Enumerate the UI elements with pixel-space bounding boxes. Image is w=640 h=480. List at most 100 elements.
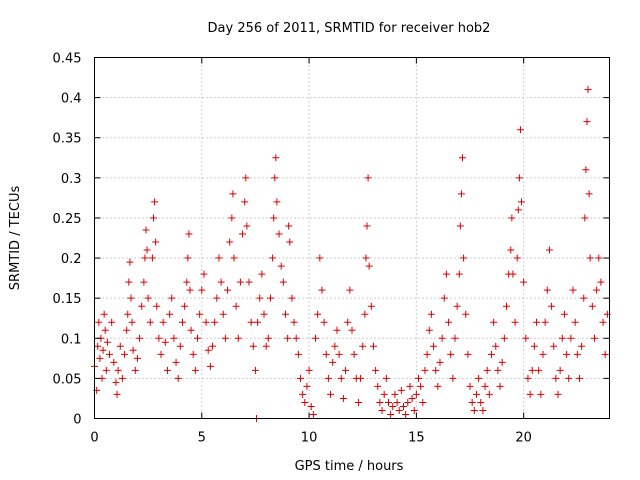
data-point <box>490 318 498 326</box>
data-point <box>144 294 152 302</box>
data-point <box>271 174 279 182</box>
data-point <box>288 294 296 302</box>
data-point <box>545 246 553 254</box>
data-point <box>118 374 126 382</box>
data-point <box>142 226 150 234</box>
data-point <box>224 286 232 294</box>
data-point <box>270 214 278 222</box>
data-point <box>361 310 369 318</box>
data-point <box>466 382 474 390</box>
data-point <box>588 302 596 310</box>
data-point <box>232 302 240 310</box>
data-point <box>402 410 410 418</box>
data-point <box>123 326 131 334</box>
data-point <box>584 86 592 94</box>
data-point <box>395 406 403 414</box>
data-point <box>585 190 593 198</box>
data-point <box>472 390 480 398</box>
data-point <box>346 286 354 294</box>
y-tick-label: 0.25 <box>53 212 82 227</box>
data-point <box>191 366 199 374</box>
data-point <box>432 366 440 374</box>
data-point <box>560 310 568 318</box>
data-point <box>229 190 237 198</box>
data-point <box>586 254 594 262</box>
x-tick-label: 10 <box>301 431 318 446</box>
data-point <box>292 334 300 342</box>
y-tick-label: 0.1 <box>61 332 82 347</box>
data-point <box>468 398 476 406</box>
data-point <box>256 294 264 302</box>
data-point <box>565 374 573 382</box>
data-point <box>184 254 192 262</box>
data-point <box>124 310 132 318</box>
data-point <box>578 342 586 350</box>
data-point <box>457 190 465 198</box>
data-point <box>294 350 302 358</box>
data-point <box>189 350 197 358</box>
data-point <box>131 366 139 374</box>
data-point <box>507 246 515 254</box>
data-point <box>226 238 234 246</box>
data-point <box>442 270 450 278</box>
data-point <box>365 262 373 270</box>
y-tick-labels: 0 0.05 0.1 0.15 0.2 0.25 0.3 0.35 0.4 0.45 <box>53 52 82 428</box>
data-point <box>526 390 534 398</box>
data-point <box>129 346 137 354</box>
data-point <box>479 406 487 414</box>
data-point <box>440 294 448 302</box>
data-point <box>141 254 149 262</box>
x-tick-labels: 0 5 10 15 20 <box>90 431 532 446</box>
data-point <box>372 366 380 374</box>
data-point <box>138 302 146 310</box>
data-point <box>234 334 242 342</box>
data-point <box>397 386 405 394</box>
data-point <box>143 246 151 254</box>
data-point <box>269 254 277 262</box>
data-point <box>571 318 579 326</box>
data-point <box>101 326 109 334</box>
data-point <box>593 286 601 294</box>
data-point <box>243 222 251 230</box>
data-point <box>389 402 397 410</box>
data-point <box>339 394 347 402</box>
data-point <box>524 374 532 382</box>
data-point <box>569 286 577 294</box>
data-point <box>281 310 289 318</box>
data-point <box>102 366 110 374</box>
data-point <box>228 214 236 222</box>
data-point <box>221 334 229 342</box>
data-point <box>541 318 549 326</box>
data-point <box>436 358 444 366</box>
data-point <box>152 238 160 246</box>
data-point <box>348 326 356 334</box>
data-point <box>364 174 372 182</box>
data-point <box>114 366 122 374</box>
data-point <box>483 366 491 374</box>
data-point <box>445 318 453 326</box>
data-point <box>425 326 433 334</box>
data-point <box>200 270 208 278</box>
data-point <box>447 350 455 358</box>
data-point <box>161 338 169 346</box>
data-point <box>516 126 524 134</box>
data-point <box>254 318 262 326</box>
data-point <box>460 254 468 262</box>
data-point <box>211 318 219 326</box>
data-point <box>374 382 382 390</box>
data-point <box>176 342 184 350</box>
data-point <box>116 342 124 350</box>
data-point <box>477 398 485 406</box>
data-point <box>378 406 386 414</box>
data-point <box>451 334 459 342</box>
data-point <box>133 354 141 362</box>
data-point <box>363 222 371 230</box>
data-point <box>522 334 530 342</box>
data-point <box>320 318 328 326</box>
data-point <box>110 358 118 366</box>
data-point <box>230 254 238 262</box>
data-point <box>391 390 399 398</box>
data-point <box>449 374 457 382</box>
data-point <box>335 350 343 358</box>
data-point <box>194 334 201 342</box>
